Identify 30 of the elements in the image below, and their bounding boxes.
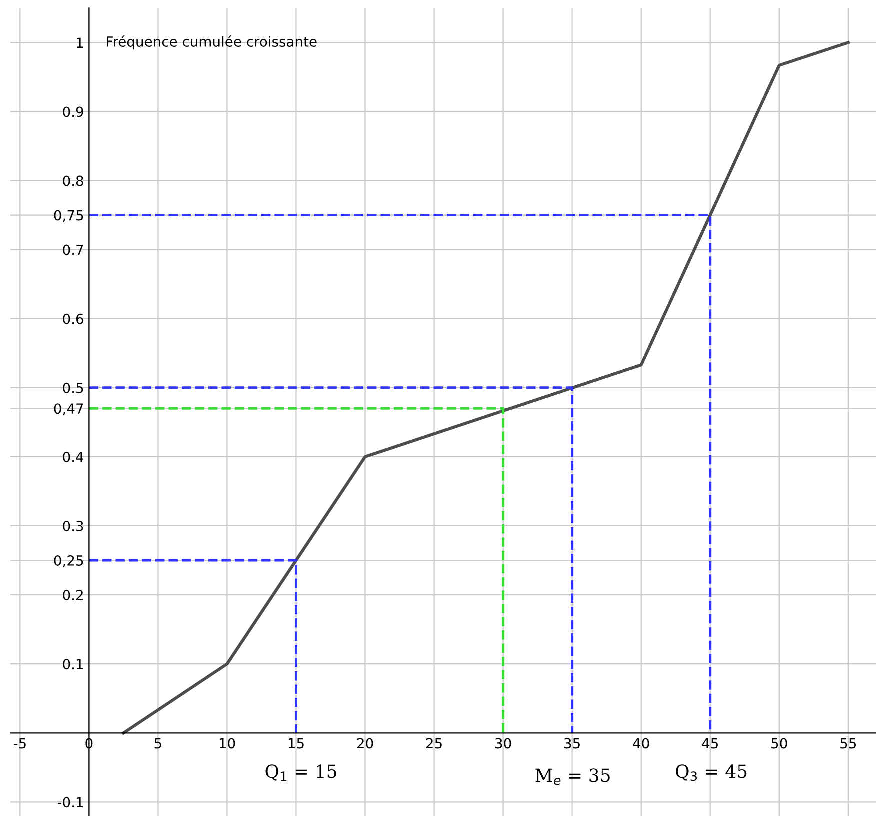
y-tick-label: 0.4 — [63, 452, 84, 462]
y-tick-label: 0.5 — [63, 382, 84, 394]
y-tick-label: 0.8 — [63, 176, 84, 186]
y-tick-label: -0.1 — [58, 797, 84, 808]
y-tick-label: 0.3 — [63, 520, 84, 532]
y-tick-label: 0.7 — [63, 244, 84, 256]
y-tick-label: 1 — [77, 38, 84, 48]
x-tick-label: -5 — [14, 738, 26, 749]
x-tick-label: 40 — [633, 738, 650, 749]
y-tick-label: 0,75 — [54, 210, 84, 222]
x-tick-label: 45 — [702, 738, 718, 749]
y-tick-label: 0,25 — [54, 556, 84, 568]
x-tick-label: 55 — [840, 738, 856, 749]
y-tick-label: 0.9 — [63, 106, 84, 118]
y-tick-label: 0.1 — [63, 659, 84, 670]
y-tick-label: 0,47 — [54, 404, 84, 416]
y-tick-label: 0.6 — [63, 314, 84, 324]
x-tick-label: 20 — [357, 738, 374, 749]
x-tick-label: 30 — [496, 738, 512, 749]
x-tick-label: 25 — [426, 738, 442, 749]
x-tick-label: 50 — [772, 738, 788, 749]
x-tick-label: 15 — [288, 738, 304, 749]
annotation: M$_{e}$ = 35 — [536, 768, 610, 786]
x-tick-label: 35 — [564, 738, 580, 749]
y-axis-title: Fréquence cumulée croissante — [107, 36, 317, 50]
annotation: Q$_{1}$ = 15 — [266, 764, 336, 781]
x-tick-label: 10 — [220, 738, 236, 749]
x-tick-label: 5 — [154, 738, 162, 749]
annotation: Q$_{3}$ = 45 — [676, 764, 747, 782]
y-tick-label: 0.2 — [63, 590, 83, 601]
